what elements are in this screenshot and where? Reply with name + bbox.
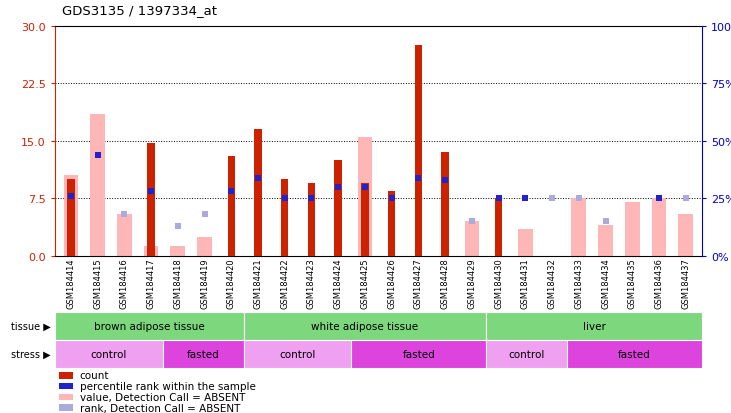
Bar: [486, 312, 702, 340]
Bar: [414, 46, 422, 256]
Bar: [308, 183, 315, 256]
Text: percentile rank within the sample: percentile rank within the sample: [80, 381, 256, 391]
Text: stress ▶: stress ▶: [11, 349, 50, 359]
Bar: [144, 247, 159, 256]
Bar: [572, 199, 586, 256]
Bar: [162, 340, 243, 368]
Bar: [651, 199, 667, 256]
Bar: [352, 340, 486, 368]
Bar: [64, 176, 78, 256]
Bar: [59, 404, 73, 411]
Text: value, Detection Call = ABSENT: value, Detection Call = ABSENT: [80, 392, 245, 402]
Bar: [625, 202, 640, 256]
Bar: [243, 340, 352, 368]
Bar: [281, 180, 289, 256]
Bar: [170, 247, 185, 256]
Text: control: control: [91, 349, 127, 359]
Bar: [227, 157, 235, 256]
Bar: [59, 383, 73, 389]
Bar: [388, 191, 395, 256]
Bar: [243, 312, 486, 340]
Bar: [486, 340, 567, 368]
Text: brown adipose tissue: brown adipose tissue: [94, 321, 205, 331]
Text: GDS3135 / 1397334_at: GDS3135 / 1397334_at: [62, 4, 217, 17]
Bar: [148, 144, 155, 256]
Bar: [361, 183, 368, 256]
Text: liver: liver: [583, 321, 605, 331]
Bar: [197, 237, 212, 256]
Bar: [567, 340, 702, 368]
Bar: [117, 214, 132, 256]
Text: fasted: fasted: [402, 349, 435, 359]
Bar: [464, 222, 480, 256]
Bar: [518, 229, 533, 256]
Text: white adipose tissue: white adipose tissue: [311, 321, 418, 331]
Text: rank, Detection Call = ABSENT: rank, Detection Call = ABSENT: [80, 403, 240, 413]
Bar: [59, 372, 73, 379]
Text: fasted: fasted: [186, 349, 219, 359]
Text: count: count: [80, 370, 109, 380]
Bar: [598, 225, 613, 256]
Text: control: control: [508, 349, 545, 359]
Bar: [357, 138, 372, 256]
Text: control: control: [279, 349, 316, 359]
Text: fasted: fasted: [618, 349, 651, 359]
Bar: [55, 312, 243, 340]
Bar: [335, 161, 342, 256]
Bar: [67, 180, 75, 256]
Text: tissue ▶: tissue ▶: [11, 321, 50, 331]
Bar: [254, 130, 262, 256]
Bar: [442, 153, 449, 256]
Bar: [90, 115, 105, 256]
Bar: [59, 394, 73, 400]
Bar: [55, 340, 162, 368]
Bar: [495, 199, 502, 256]
Bar: [678, 214, 693, 256]
